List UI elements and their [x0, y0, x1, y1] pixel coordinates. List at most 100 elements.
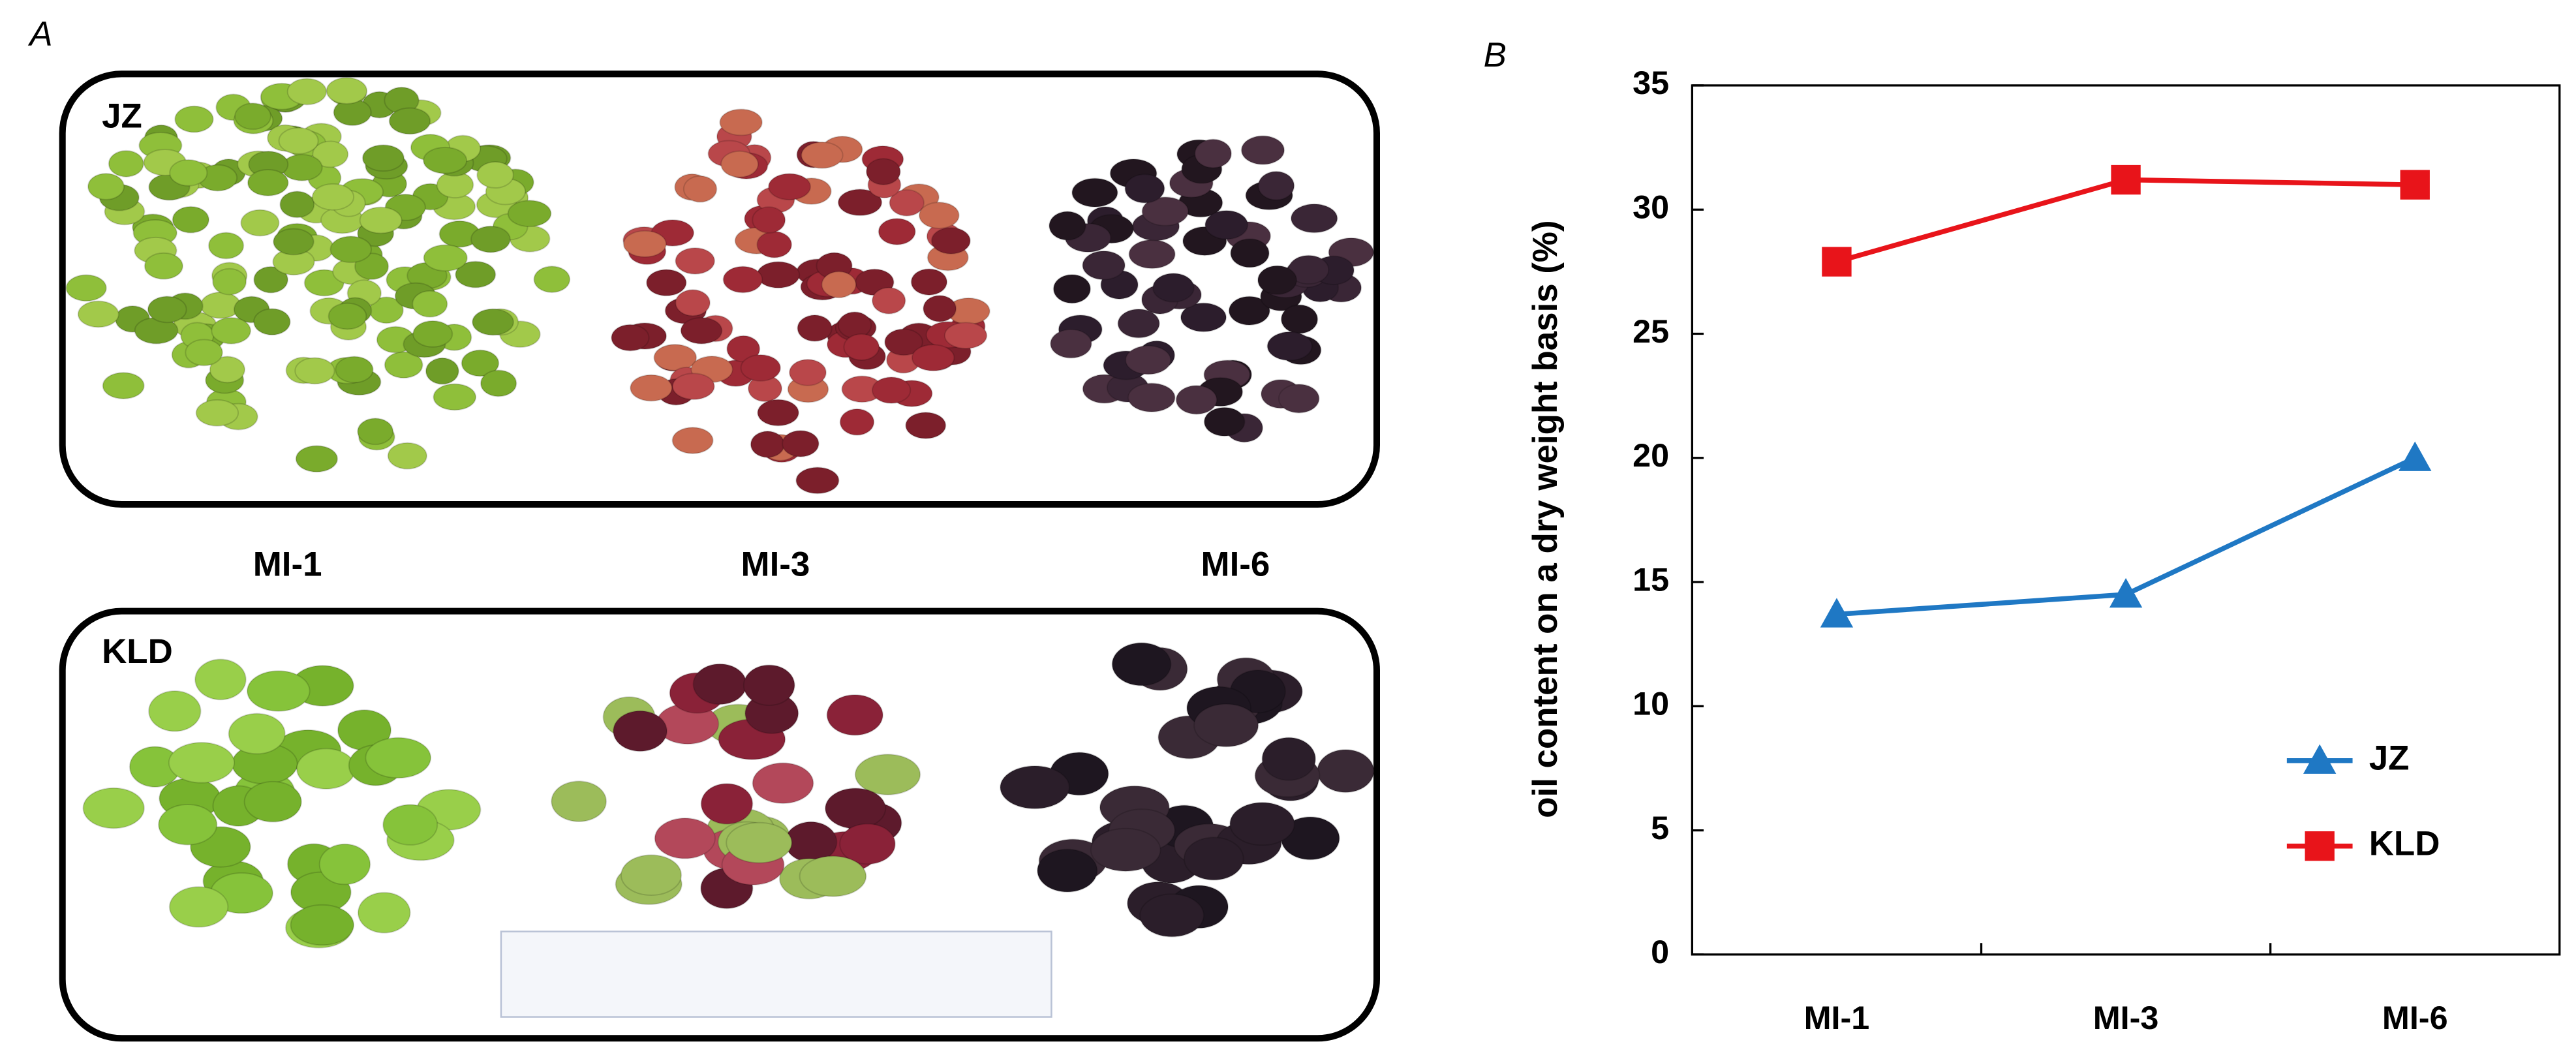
- olive: [837, 189, 883, 217]
- olive: [412, 320, 453, 348]
- olive: [1257, 265, 1298, 296]
- olive: [228, 713, 286, 755]
- plot-frame: [1691, 84, 2561, 956]
- olive: [843, 333, 880, 361]
- olive: [551, 780, 607, 823]
- olive: [1090, 827, 1161, 872]
- olive: [620, 854, 682, 897]
- olive: [354, 253, 390, 281]
- olive: [1128, 239, 1176, 269]
- olive: [212, 268, 247, 296]
- x-tick-label: MI-6: [2382, 999, 2448, 1036]
- olive: [326, 77, 368, 105]
- olive: [296, 748, 356, 790]
- olive: [423, 244, 468, 272]
- olive: [782, 429, 820, 457]
- olive: [384, 351, 423, 379]
- olive: [646, 269, 687, 297]
- olive: [194, 658, 247, 701]
- olive: [147, 296, 187, 324]
- olive: [824, 788, 887, 829]
- data-point: [2399, 441, 2432, 471]
- olive: [1266, 331, 1313, 361]
- olive: [1050, 328, 1092, 359]
- olive: [108, 149, 144, 177]
- olive: [328, 302, 367, 330]
- olive: [1127, 382, 1176, 413]
- olive: [871, 376, 912, 405]
- olive: [1194, 138, 1233, 169]
- olive: [680, 316, 723, 345]
- olive: [1228, 296, 1270, 326]
- olive: [365, 737, 432, 779]
- olive: [87, 172, 125, 200]
- legend-label: JZ: [2369, 739, 2410, 778]
- y-tick-label: 35: [1633, 64, 1669, 101]
- olive: [357, 418, 394, 446]
- olive: [361, 144, 405, 172]
- olive: [839, 408, 875, 436]
- olive: [286, 78, 328, 106]
- photo: [65, 77, 1375, 949]
- olive: [767, 173, 812, 201]
- olive: [207, 232, 245, 260]
- olive: [622, 230, 667, 258]
- olive: [461, 349, 500, 377]
- olive: [253, 266, 288, 294]
- olive: [294, 357, 335, 385]
- olive: [359, 206, 403, 234]
- olive: [65, 274, 107, 302]
- olive: [174, 105, 214, 133]
- olive: [789, 358, 827, 386]
- olive: [311, 183, 355, 211]
- olive: [675, 247, 716, 275]
- olive: [1280, 304, 1319, 334]
- olive: [387, 442, 427, 470]
- panel-label: A: [27, 14, 52, 53]
- olive: [719, 108, 763, 136]
- olive: [185, 339, 223, 367]
- x-tick-label: MI-1: [1804, 999, 1870, 1036]
- olive: [878, 217, 916, 245]
- data-point: [2111, 164, 2141, 195]
- olive: [1278, 384, 1320, 414]
- olive: [388, 107, 431, 135]
- y-tick-label: 5: [1651, 809, 1669, 846]
- olive: [654, 818, 716, 859]
- data-point: [2109, 577, 2143, 608]
- olive: [1036, 848, 1098, 893]
- olive: [871, 286, 906, 315]
- group-label: JZ: [102, 97, 142, 135]
- y-axis-title: oil content on a dry weight basis (%): [1526, 220, 1565, 818]
- olive: [425, 357, 459, 385]
- olive: [412, 290, 448, 318]
- olive: [253, 308, 291, 336]
- olive: [423, 146, 468, 174]
- data-point: [2400, 170, 2430, 200]
- olive: [1317, 749, 1375, 793]
- olive: [740, 354, 781, 382]
- olive: [839, 823, 896, 865]
- olive: [273, 228, 314, 256]
- olive: [148, 690, 202, 732]
- olive: [799, 855, 867, 897]
- olive: [1052, 273, 1092, 304]
- olive: [1230, 238, 1270, 268]
- olive: [357, 891, 411, 934]
- olive: [750, 431, 785, 458]
- legend-label: KLD: [2369, 825, 2440, 863]
- stage-label: MI-6: [1201, 545, 1270, 584]
- olive: [1049, 211, 1086, 241]
- olive: [1141, 196, 1189, 226]
- olive: [247, 169, 289, 196]
- olive: [743, 664, 795, 706]
- olive: [246, 670, 311, 712]
- olive: [726, 821, 793, 864]
- olive: [865, 158, 901, 185]
- olive: [476, 161, 514, 189]
- olive: [1261, 737, 1317, 781]
- olive: [671, 373, 715, 401]
- olive: [278, 127, 319, 155]
- olive: [826, 694, 883, 736]
